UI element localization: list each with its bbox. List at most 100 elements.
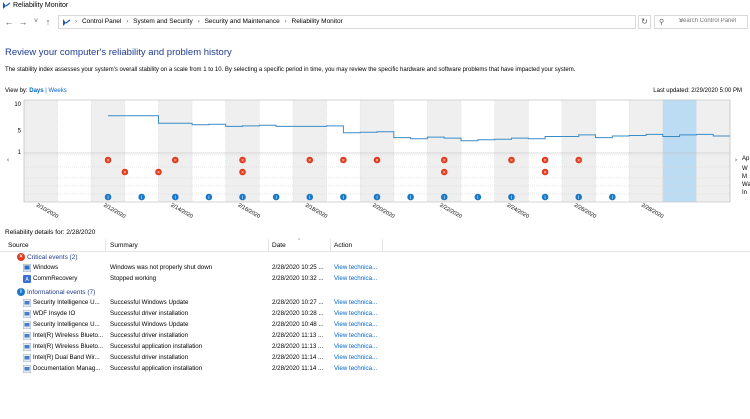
scroll-right-arrow[interactable]: › <box>735 156 738 164</box>
windows-failure-icon[interactable] <box>239 168 246 176</box>
forward-button[interactable]: → <box>18 17 28 27</box>
information-event-icon[interactable] <box>171 193 179 201</box>
view-technical-details-link[interactable]: View technica... <box>334 343 378 350</box>
view-technical-details-link[interactable]: View technica... <box>334 275 378 282</box>
windows-failure-icon[interactable] <box>440 168 448 176</box>
day-column[interactable] <box>494 100 529 202</box>
column-divider[interactable] <box>382 239 383 251</box>
information-event-icon[interactable] <box>306 193 314 201</box>
breadcrumb-separator[interactable]: › <box>197 18 200 25</box>
information-event-icon[interactable] <box>373 193 381 201</box>
day-column[interactable] <box>595 100 630 202</box>
windows-failure-icon[interactable] <box>541 168 549 176</box>
application-failure-icon[interactable] <box>575 156 583 164</box>
column-divider[interactable] <box>330 239 331 251</box>
application-failure-icon[interactable] <box>541 156 549 164</box>
application-failure-icon[interactable] <box>440 156 448 164</box>
column-divider[interactable] <box>105 239 106 251</box>
view-days-link[interactable]: Days <box>29 88 44 94</box>
day-column[interactable] <box>360 100 394 202</box>
information-event-icon[interactable] <box>340 193 347 201</box>
column-action[interactable]: Action <box>334 242 353 249</box>
table-row[interactable]: Intel(R) Wireless Blueto... Successful ap… <box>0 342 750 353</box>
view-technical-details-link[interactable]: View technica... <box>334 332 378 339</box>
day-column[interactable] <box>528 100 562 202</box>
search-input[interactable] <box>679 18 745 24</box>
application-failure-icon[interactable] <box>340 156 347 164</box>
windows-failure-icon[interactable] <box>155 168 162 176</box>
view-technical-details-link[interactable]: View technica... <box>334 354 378 361</box>
day-column[interactable] <box>393 100 428 202</box>
view-technical-details-link[interactable]: View technica... <box>334 299 378 306</box>
search-box[interactable]: ⚲ <box>654 15 748 29</box>
application-failure-icon[interactable] <box>171 156 179 164</box>
table-row[interactable]: Windows Windows was not properly shut dow… <box>0 263 750 274</box>
day-column[interactable] <box>259 100 293 202</box>
day-column[interactable] <box>158 100 193 202</box>
scroll-left-arrow[interactable]: ‹ <box>7 156 10 164</box>
informational-events-group[interactable]: Informational events (7) <box>27 289 96 296</box>
day-column[interactable] <box>461 100 495 202</box>
table-row[interactable]: Security Intelligence U... Successful Win… <box>0 298 750 309</box>
day-column[interactable] <box>225 100 260 202</box>
information-event-icon[interactable] <box>272 193 280 201</box>
refresh-button[interactable]: ↻ <box>638 15 651 29</box>
breadcrumb-reliability-monitor[interactable]: Reliability Monitor <box>291 18 343 25</box>
day-column[interactable] <box>57 100 92 202</box>
breadcrumb-security-and-maintenance[interactable]: Security and Maintenance <box>204 18 280 25</box>
table-row[interactable]: Documentation Manag... Successful applica… <box>0 364 750 375</box>
table-row[interactable]: Security Intelligence U... Successful Win… <box>0 320 750 331</box>
day-column[interactable] <box>427 100 462 202</box>
view-technical-details-link[interactable]: View technica... <box>334 365 378 372</box>
day-column[interactable] <box>561 100 596 202</box>
recent-locations-button[interactable]: ˅ <box>33 18 39 25</box>
windows-failure-icon[interactable] <box>121 168 129 176</box>
breadcrumb-system-and-security[interactable]: System and Security <box>133 18 193 25</box>
view-technical-details-link[interactable]: View technica... <box>334 310 378 317</box>
day-column[interactable] <box>662 100 697 202</box>
view-technical-details-link[interactable]: View technica... <box>334 321 378 328</box>
day-column[interactable] <box>124 100 159 202</box>
day-column[interactable] <box>629 100 663 202</box>
table-row[interactable]: Intel(R) Dual Band Wir... Successful driv… <box>0 353 750 364</box>
application-failure-icon[interactable] <box>508 156 515 164</box>
view-technical-details-link[interactable]: View technica... <box>334 264 378 271</box>
day-column[interactable] <box>696 100 730 202</box>
application-failure-icon[interactable] <box>239 156 246 164</box>
day-column[interactable] <box>24 100 58 202</box>
day-column[interactable] <box>91 100 125 202</box>
breadcrumb-separator[interactable]: › <box>126 18 129 25</box>
table-row[interactable]: Intel(R) Wireless Blueto... Successful dr… <box>0 331 750 342</box>
critical-events-group[interactable]: Critical events (2) <box>27 254 78 261</box>
address-field[interactable]: › Control Panel › System and Security › … <box>58 15 683 29</box>
information-event-icon[interactable] <box>541 193 549 201</box>
information-event-icon[interactable] <box>138 193 145 201</box>
information-event-icon[interactable] <box>440 193 448 201</box>
column-summary[interactable]: Summary <box>110 242 138 249</box>
up-button[interactable]: ↑ <box>45 17 51 27</box>
day-column[interactable] <box>192 100 226 202</box>
application-failure-icon[interactable] <box>104 156 112 164</box>
application-failure-icon[interactable] <box>306 156 314 164</box>
stability-chart-svg[interactable]: 10 5 1 × × × × × × × × × × × × × × × i i i i i i i i i i i i i i i i Ap WMW… <box>0 98 750 226</box>
breadcrumb-separator[interactable]: › <box>284 18 287 25</box>
back-button[interactable]: ← <box>4 17 14 27</box>
table-row[interactable]: WDF Insyde IO Successful driver installat… <box>0 309 750 320</box>
information-event-icon[interactable] <box>407 193 414 201</box>
table-row[interactable]: A CommRecovery Stopped working 2/28/2020 10… <box>0 274 750 285</box>
stability-chart[interactable]: 10 5 1 × × × × × × × × × × × × × × × i i i i i i i i i i i i i i i i Ap W M W… <box>0 98 750 226</box>
information-event-icon[interactable] <box>205 193 213 201</box>
information-event-icon[interactable] <box>575 193 583 201</box>
column-divider[interactable] <box>268 239 269 251</box>
day-column[interactable] <box>292 100 327 202</box>
information-event-icon[interactable] <box>508 193 515 201</box>
column-source[interactable]: Source <box>8 242 29 249</box>
information-event-icon[interactable] <box>474 193 482 201</box>
view-weeks-link[interactable]: Weeks <box>48 88 67 94</box>
information-event-icon[interactable] <box>609 193 616 201</box>
information-event-icon[interactable] <box>239 193 246 201</box>
application-failure-icon[interactable] <box>373 156 381 164</box>
breadcrumb-control-panel[interactable]: Control Panel <box>81 18 122 25</box>
column-date[interactable]: Date <box>272 242 286 249</box>
day-column[interactable] <box>326 100 361 202</box>
